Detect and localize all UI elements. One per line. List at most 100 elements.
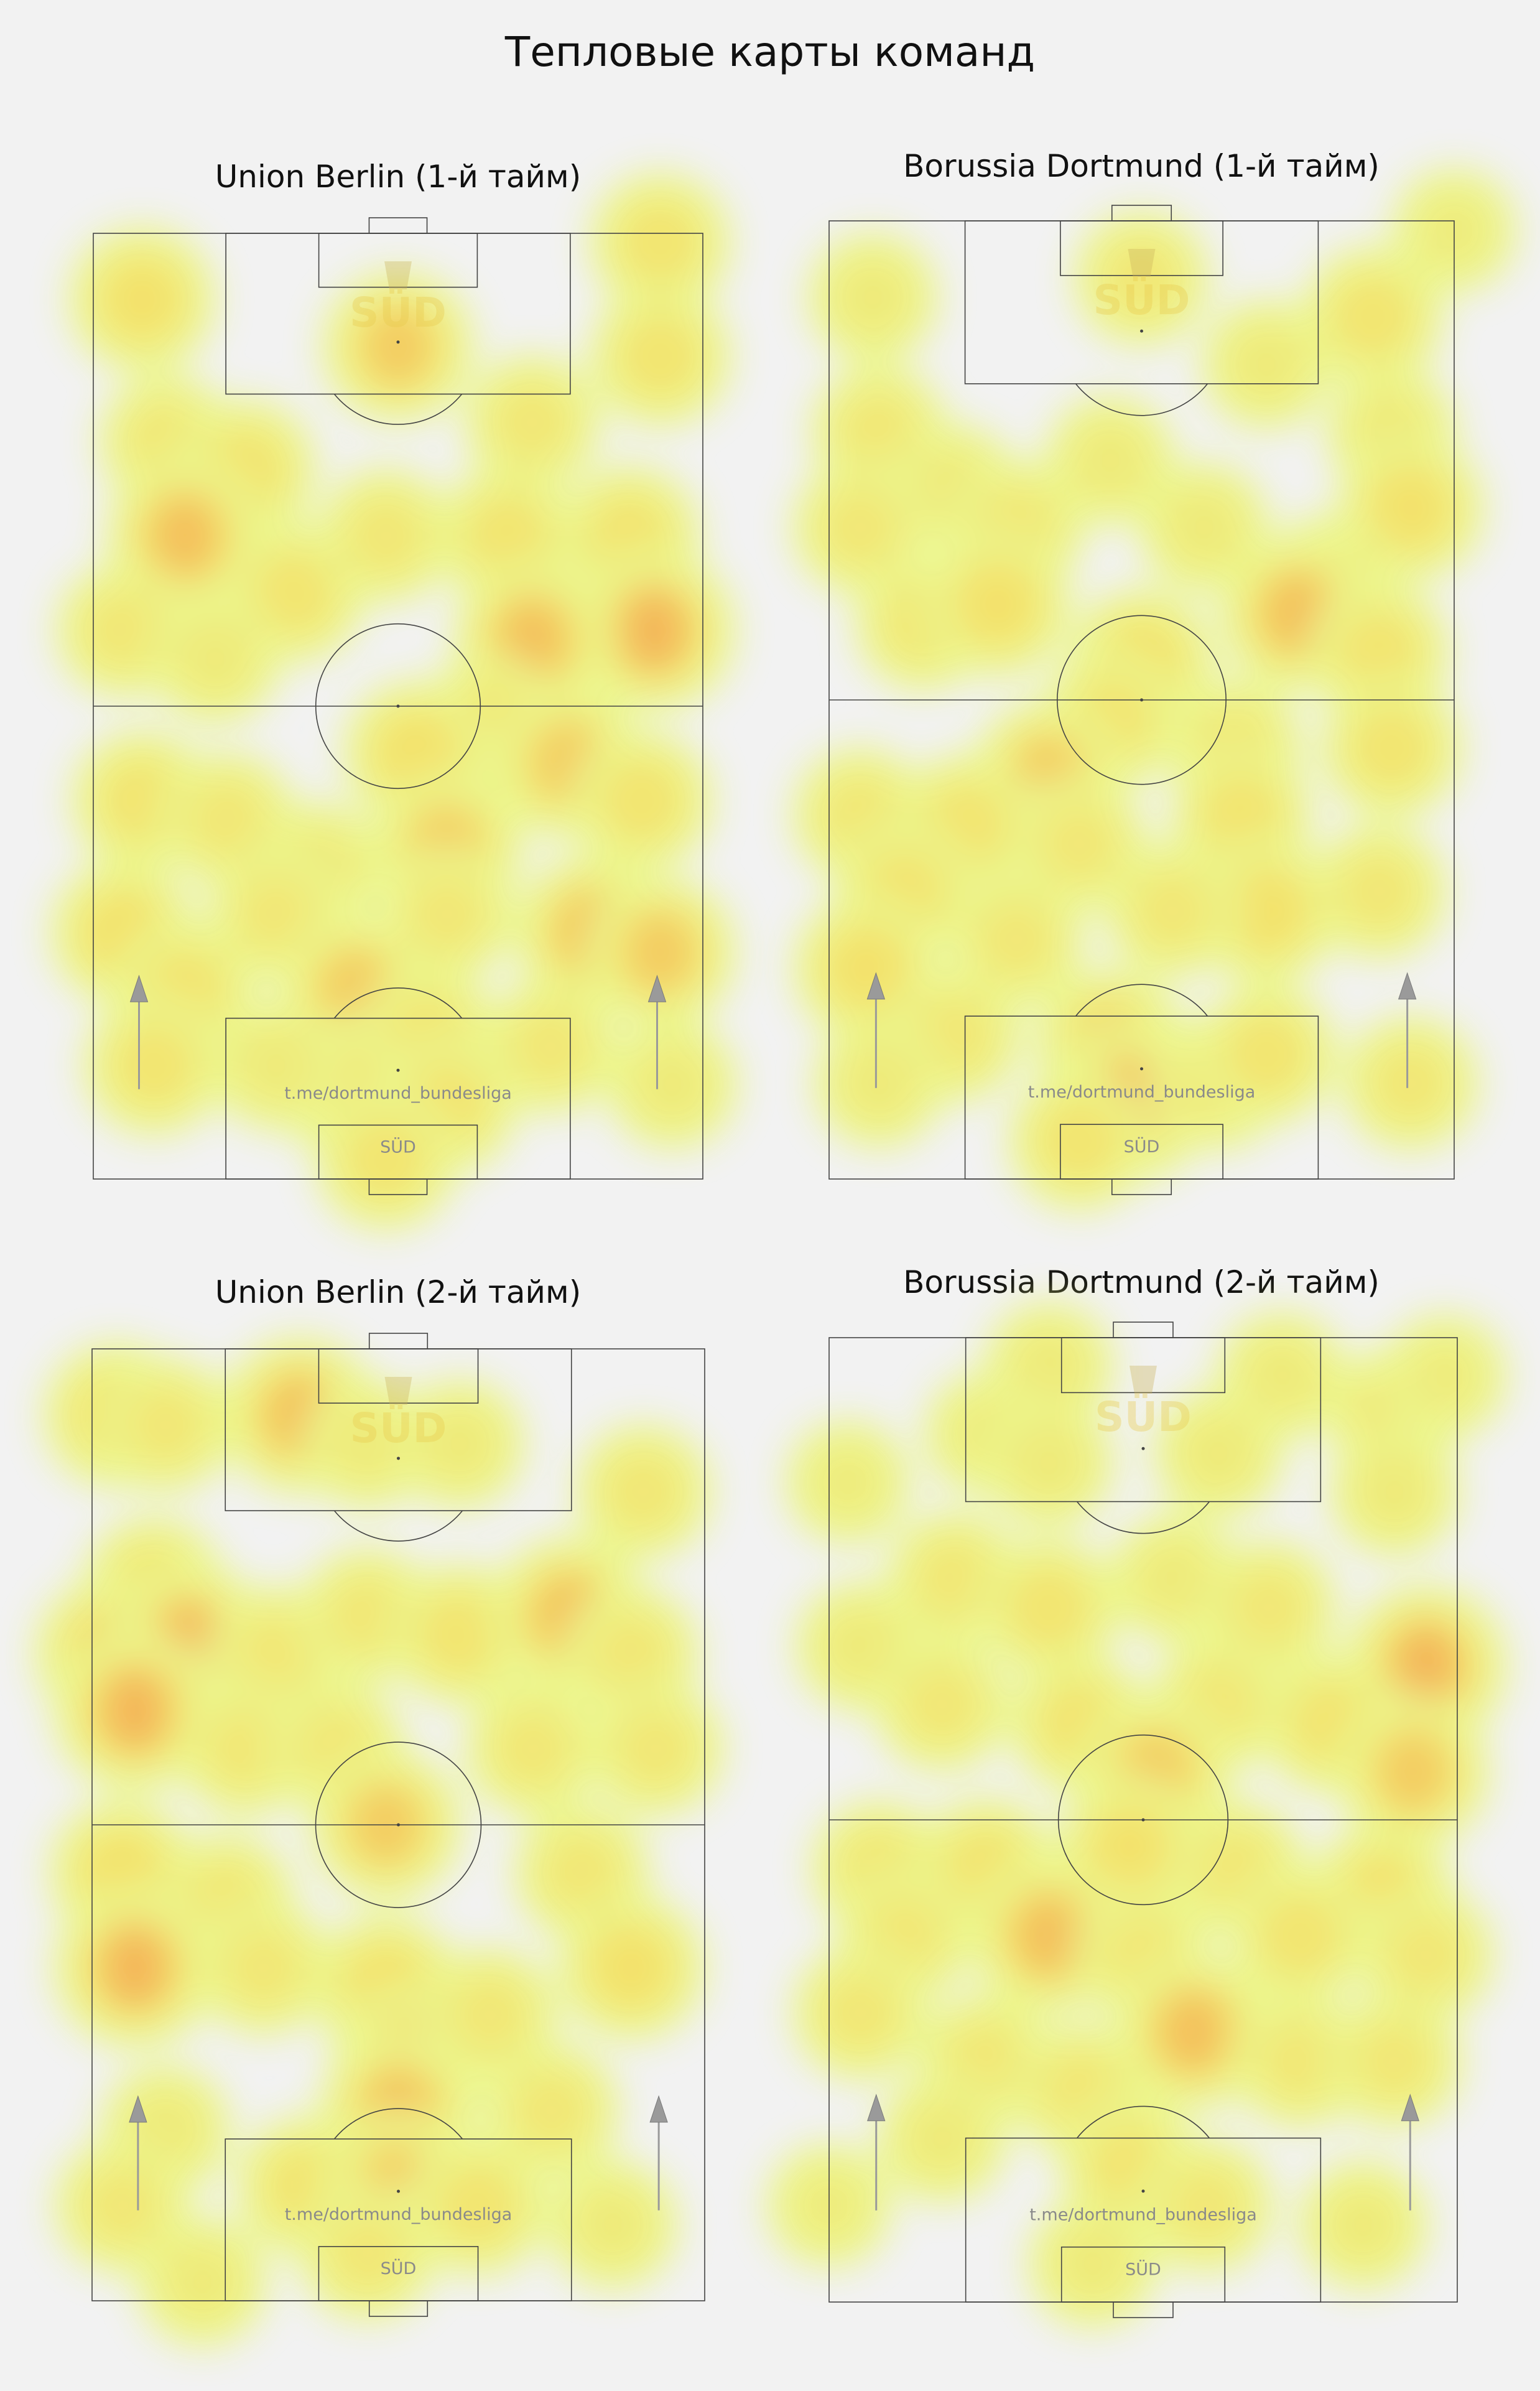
center-circle <box>315 1741 482 1908</box>
heat-blob <box>612 1705 700 1792</box>
center-circle <box>1057 1734 1229 1906</box>
heatmap-panel-dortmund-2nd-half: Borussia Dortmund (2-й тайм) t.me/dortmu… <box>766 1260 1508 2329</box>
watermark-brand: SÜD <box>380 1137 416 1157</box>
heat-blob <box>340 1114 432 1206</box>
watermark-channel: t.me/dortmund_bundesliga <box>1029 2205 1257 2224</box>
heat-blob <box>160 2240 244 2324</box>
heat-blob <box>79 2162 167 2249</box>
heat-hotspot <box>1393 1623 1459 1708</box>
heat-blob <box>489 1705 577 1792</box>
penalty-arc-top <box>1075 383 1208 416</box>
goal-bottom <box>368 1178 428 1195</box>
heat-blob <box>571 2183 655 2267</box>
watermark-brand: SÜD <box>1125 2260 1161 2280</box>
heat-layer <box>50 172 738 1231</box>
heat-blob <box>1083 1801 1178 1896</box>
heat-blob <box>183 776 271 864</box>
penalty-spot-bottom <box>397 2189 400 2193</box>
heat-blob <box>1162 2162 1250 2249</box>
penalty-spot-bottom <box>1140 1067 1143 1071</box>
heat-hotspot <box>368 307 429 387</box>
penalty-arc-top <box>333 1510 463 1542</box>
heat-blob <box>587 1610 675 1697</box>
panel-title: Borussia Dortmund (1-й тайм) <box>903 148 1380 184</box>
heat-blob <box>1352 1450 1437 1534</box>
heat-blob <box>539 1829 626 1916</box>
penalty-arc-bottom <box>333 987 463 1019</box>
heat-blob <box>911 1535 998 1623</box>
heat-blob <box>1177 1411 1261 1496</box>
heat-blob <box>414 1589 505 1680</box>
heatmap-pitch: t.me/dortmund_bundesliga SÜD SÜD <box>34 1333 724 2347</box>
heat-blob <box>324 2209 412 2297</box>
logo-text: SÜD <box>1093 276 1190 324</box>
heat-blob <box>1404 1336 1485 1417</box>
logo-shape <box>384 261 412 289</box>
panel-title: Union Berlin (2-й тайм) <box>215 1274 582 1310</box>
penalty-arc-top <box>333 393 463 425</box>
penalty-spot-top <box>1140 329 1143 333</box>
heat-blob <box>950 557 1045 651</box>
pitch-lines <box>93 217 703 1195</box>
heat-blob <box>900 2096 984 2180</box>
heat-blob <box>819 1604 902 1689</box>
heat-blob <box>249 547 340 638</box>
watermark-channel: t.me/dortmund_bundesliga <box>1028 1083 1256 1102</box>
heat-blob <box>1007 1421 1091 1505</box>
watermark-brand: SÜD <box>1124 1137 1160 1157</box>
watermark-logo: SÜD <box>1093 249 1190 324</box>
penalty-spot-bottom <box>1141 2189 1145 2193</box>
logo-shape <box>1128 249 1156 277</box>
attack-direction-arrowhead <box>649 2095 668 2123</box>
heat-blob <box>973 896 1060 983</box>
attack-direction-arrowhead <box>647 974 667 1002</box>
center-spot <box>396 704 400 708</box>
watermark-logo: SÜD <box>1095 1366 1192 1441</box>
heat-blob <box>1036 800 1123 887</box>
heat-hotspot <box>1017 1895 1081 1977</box>
heat-blob <box>630 1042 715 1127</box>
pitch-lines <box>828 1321 1458 2318</box>
goal-bottom <box>1111 1178 1172 1195</box>
heat-blob <box>1133 1537 1217 1621</box>
heat-blob <box>817 483 904 571</box>
pitch-lines <box>91 1333 705 2317</box>
page-title: Тепловые карты команд <box>504 28 1036 76</box>
heat-blob <box>403 870 491 958</box>
heat-blob <box>831 256 915 340</box>
attack-direction-arrowhead <box>867 2094 886 2122</box>
goal-top <box>1113 1321 1174 1338</box>
heat-blob <box>95 252 189 347</box>
heat-blob <box>1240 1334 1324 1419</box>
heat-blob <box>432 2160 524 2251</box>
logo-text: SÜD <box>350 1404 447 1452</box>
attack-direction-arrowhead <box>1401 2094 1419 2122</box>
attack-direction-arrowhead <box>129 2095 147 2123</box>
center-circle <box>315 623 481 790</box>
heat-blob <box>326 1402 410 1486</box>
heat-hotspot <box>102 1925 168 2010</box>
heat-blob <box>1334 607 1425 697</box>
heat-blob <box>488 379 576 466</box>
heat-blob <box>1321 2183 1405 2267</box>
logo-text: SÜD <box>350 289 447 337</box>
heatmap-pitch: t.me/dortmund_bundesliga SÜD SÜD <box>792 167 1517 1212</box>
heat-blob <box>80 587 167 674</box>
heat-blob <box>173 617 257 701</box>
heatmap-panel-union-1st-half: Union Berlin (1-й тайм) t.me/dortmund_bu… <box>50 152 740 1231</box>
watermark-brand: SÜD <box>381 2258 417 2278</box>
logo-text: SÜD <box>1095 1393 1192 1441</box>
heat-blob <box>1363 461 1458 556</box>
heat-blob <box>1225 322 1309 407</box>
penalty-spot-top <box>397 1457 400 1460</box>
heatmap-panel-union-2nd-half: Union Berlin (2-й тайм) t.me/dortmund_bu… <box>34 1269 740 2347</box>
heat-blob <box>417 1402 502 1486</box>
heat-hotspot <box>629 912 691 992</box>
heat-blob <box>462 490 554 582</box>
heat-blob <box>1221 1009 1312 1100</box>
penalty-arc-bottom <box>333 2108 463 2140</box>
heat-blob <box>1351 2017 1438 2105</box>
heat-blob <box>1098 235 1185 322</box>
logo-shape <box>384 1377 412 1405</box>
center-circle <box>1057 615 1227 785</box>
